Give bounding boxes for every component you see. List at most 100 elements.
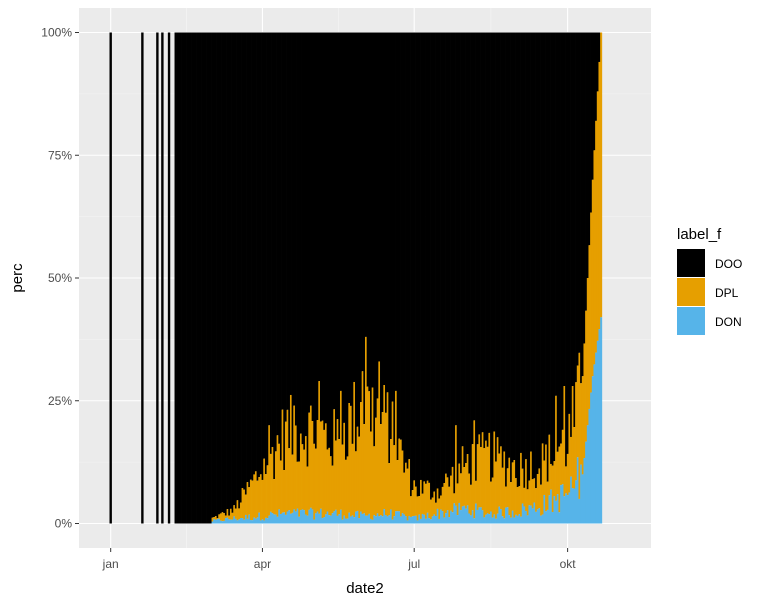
bar-DPL [229,508,232,520]
bar-DON [346,518,349,524]
bar-DON [344,518,348,524]
bar-DON [264,517,267,524]
bar-DOO [460,32,463,474]
bar-DON [488,514,491,524]
bar-DOO [238,32,241,509]
bar-DON [436,508,439,524]
bar-DOO [395,32,398,391]
bar-DON [261,519,264,524]
bar-DPL [483,448,486,518]
legend-key-doo [677,249,705,277]
bar-DON [590,392,593,524]
bar-DOO [194,32,197,524]
bar-DPL [435,502,438,517]
bar-DOO [264,32,267,475]
bar-DPL [578,352,581,499]
bar-DON [373,515,376,524]
bar-DON [521,503,524,524]
bar-DPL [306,466,309,516]
bar-DPL [588,245,591,409]
bar-DOO [456,32,459,484]
bar-DPL [338,439,341,515]
bar-DON [491,517,494,524]
bar-DPL [585,310,588,442]
bar-DOO [413,32,416,481]
legend-key-don [677,307,705,335]
bar-DPL [501,467,504,517]
bar-DOO [313,32,316,444]
bar-DON [585,441,588,524]
bar-DPL [436,488,439,509]
bar-DOO [403,32,406,473]
bar-DOO [253,32,256,475]
bar-DPL [221,512,224,522]
bar-DPL [301,444,304,510]
bar-DPL [314,448,317,514]
bar-DOO [241,32,244,489]
bar-DOO [349,32,353,406]
bar-DOO [378,32,381,362]
bar-DON [450,510,453,524]
bar-DPL [556,451,559,495]
bar-DOO [435,32,438,503]
bar-DOO [259,32,262,475]
bar-DON [299,510,302,524]
bar-DON [500,509,503,524]
bar-DPL [276,435,279,517]
bar-DON [294,511,297,524]
bar-DON [323,517,326,524]
bar-DOO [448,32,451,487]
bar-DOO [498,32,501,454]
bar-DPL [410,496,413,517]
bar-DON [228,519,231,524]
bar-DPL [293,405,296,510]
bar-DOO [495,32,498,462]
bar-DOO [276,32,279,436]
bar-DON [503,518,506,524]
bar-DPL [333,409,336,512]
bar-DPL [513,460,516,518]
bar-DPL [273,479,276,515]
bar-DON [366,515,369,524]
bar-DOO [486,32,489,447]
bar-DON [483,517,486,524]
bar-DON [428,518,431,524]
bar-DPL [526,489,529,516]
bar-DOO [299,32,302,434]
bar-DON [390,509,393,524]
bar-DON [580,464,583,524]
bar-DOO [223,32,226,514]
bar-DPL [396,460,399,512]
bar-DOO [478,32,481,435]
y-axis: 0% 25% 50% 75% 100% [41,26,79,531]
bar-DPL [416,496,419,521]
bar-DPL [309,405,312,508]
bar-DOO [561,32,564,430]
bar-DON [398,511,401,524]
bar-DPL [450,475,453,511]
bar-DPL [433,491,436,515]
bar-DOO [196,32,199,524]
bar-DPL [431,497,434,517]
bar-DOO [391,32,394,402]
bar-DOO [553,32,556,462]
bar-DON [570,476,573,524]
bar-DON [229,519,232,524]
bar-DPL [266,465,269,519]
bar-DPL [455,425,458,506]
bar-DPL [274,451,277,515]
bar-DPL [453,493,456,504]
bar-DOO [213,32,216,518]
bar-DON [319,508,322,524]
bar-DPL [493,431,496,515]
bar-DON [363,513,366,524]
bar-DON [476,509,479,524]
bar-DON [314,513,317,524]
bar-DOO [576,32,579,366]
bar-DOO [401,32,404,451]
bar-DPL [500,446,503,510]
bar-DON [244,514,247,524]
bar-DPL [441,486,444,512]
bar-DOO [294,32,297,426]
bar-DON [568,492,571,524]
